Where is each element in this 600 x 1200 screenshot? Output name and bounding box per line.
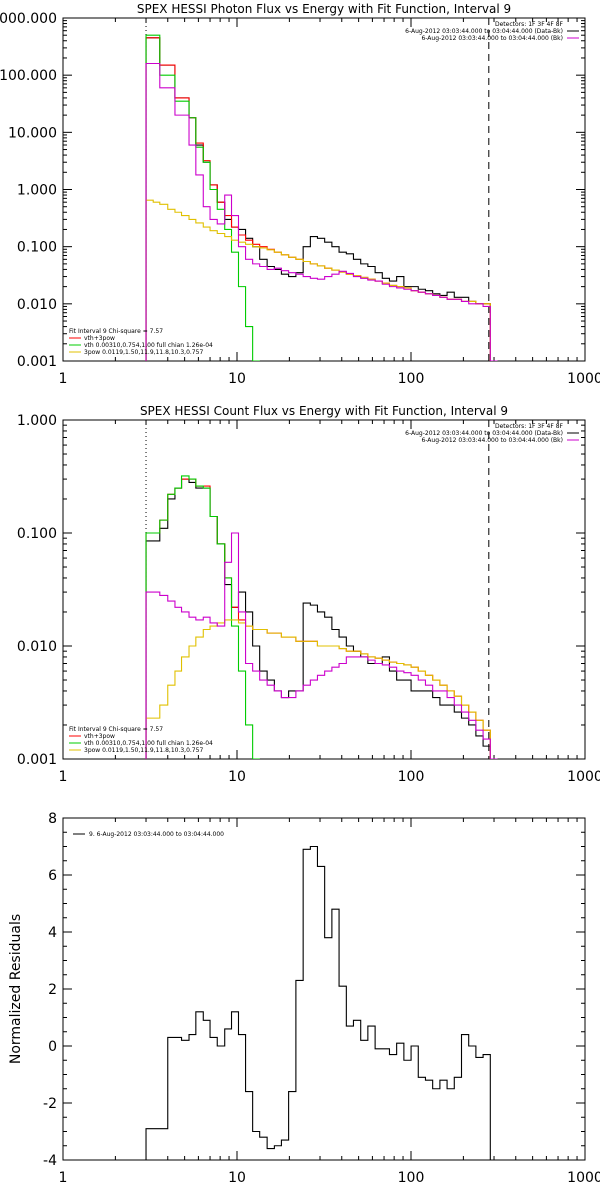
y-tick-label: 0.001 bbox=[17, 354, 57, 370]
chart-title: SPEX HESSI Count Flux vs Energy with Fit… bbox=[140, 404, 508, 418]
legend-entry: 6-Aug-2012 03:03:44.000 to 03:04:44.000 … bbox=[405, 430, 563, 437]
series-line-series-1 bbox=[145, 478, 498, 759]
series-line-vth bbox=[145, 34, 260, 361]
y-tick-label: 0 bbox=[48, 1039, 57, 1055]
plot-frame bbox=[62, 817, 586, 1161]
legend-entry: vth 0.00310,0.754,1.00 full chian 1.26e-… bbox=[84, 342, 213, 349]
x-tick-label: 1000 bbox=[567, 769, 600, 785]
legend-entry: 6-Aug-2012 03:03:44.000 to 03:04:44.000 … bbox=[421, 437, 563, 444]
y-tick-label: 0.010 bbox=[17, 297, 57, 313]
plot-frame bbox=[62, 419, 586, 760]
series-line-vth-3pow bbox=[145, 37, 498, 361]
x-tick-label: 100 bbox=[398, 1170, 425, 1186]
series-line-series-5 bbox=[145, 62, 498, 361]
y-tick-label: 1000.000 bbox=[0, 11, 57, 27]
plot-panel-3: 1 10 100 1000 -4 -2 0 2 4 6 8 Normalized Residuals 9… bbox=[8, 811, 600, 1186]
legend-entry: 6-Aug-2012 03:03:44.000 to 03:04:44.000 … bbox=[421, 35, 563, 42]
x-tick-label: 1 bbox=[59, 769, 68, 785]
legend-entry: Fit Interval 9 Chi-square = 7.57 bbox=[69, 726, 163, 733]
y-tick-label: 10.000 bbox=[8, 125, 57, 141]
y-tick-label: 1.000 bbox=[17, 413, 57, 429]
y-tick-label: 2 bbox=[48, 982, 57, 998]
y-tick-label: 4 bbox=[48, 925, 57, 941]
y-tick-label: 6 bbox=[48, 868, 57, 884]
plot-panel-2: SPEX HESSI Count Flux vs Energy with Fit… bbox=[17, 404, 600, 785]
legend-entry: vth+3pow bbox=[84, 335, 115, 342]
x-tick-label: 10 bbox=[228, 371, 246, 387]
x-tick-label: 100 bbox=[398, 371, 425, 387]
x-tick-label: 1000 bbox=[567, 371, 600, 387]
series-line-series-5 bbox=[145, 532, 498, 759]
y-tick-label: 1.000 bbox=[17, 183, 57, 199]
legend-entry: 3pow 0.0119,1.50,11.9,11.8,10.3,0.757 bbox=[84, 747, 203, 754]
y-tick-label: 100.000 bbox=[0, 68, 57, 84]
series-line-vth-3pow bbox=[145, 478, 498, 759]
y-axis-label: Normalized Residuals bbox=[8, 914, 24, 1064]
legend-entry: vth+3pow bbox=[84, 733, 115, 740]
legend-entry: Detectors: 1F 3F 4F 8F bbox=[495, 21, 564, 28]
plot-frame bbox=[62, 17, 586, 362]
legend-entry: 6-Aug-2012 03:03:44.000 to 03:04:44.000 … bbox=[405, 28, 563, 35]
x-tick-label: 100 bbox=[398, 769, 425, 785]
series-line-3pow bbox=[145, 199, 498, 361]
x-tick-label: 1000 bbox=[567, 1170, 600, 1186]
x-tick-label: 1 bbox=[59, 1170, 68, 1186]
x-tick-label: 10 bbox=[228, 1170, 246, 1186]
x-tick-label: 1 bbox=[59, 371, 68, 387]
legend-entry: 3pow 0.0119,1.50,11.9,11.8,10.3,0.757 bbox=[84, 349, 203, 356]
y-tick-label: 8 bbox=[48, 811, 57, 827]
legend-entry: Detectors: 1F 3F 4F 8F bbox=[495, 423, 564, 430]
y-tick-label: -4 bbox=[43, 1153, 57, 1169]
legend-entry: 9. 6-Aug-2012 03:03:44.000 to 03:04:44.0… bbox=[89, 831, 224, 838]
x-tick-label: 10 bbox=[228, 769, 246, 785]
chart-title: SPEX HESSI Photon Flux vs Energy with Fi… bbox=[137, 2, 511, 16]
legend-entry: Fit Interval 9 Chi-square = 7.57 bbox=[69, 328, 163, 335]
series-line-series-1 bbox=[145, 37, 498, 361]
plot-panel-1: SPEX HESSI Photon Flux vs Energy with Fi… bbox=[0, 2, 600, 387]
y-tick-label: 0.100 bbox=[17, 240, 57, 256]
y-tick-label: 0.001 bbox=[17, 752, 57, 768]
series-line-series-1 bbox=[145, 845, 498, 1160]
y-tick-label: -2 bbox=[43, 1096, 57, 1112]
legend-entry: vth 0.00310,0.754,1.00 full chian 1.26e-… bbox=[84, 740, 213, 747]
y-tick-label: 0.100 bbox=[17, 526, 57, 542]
series-line-vth bbox=[145, 475, 260, 759]
series-line-3pow bbox=[145, 619, 498, 759]
y-tick-label: 0.010 bbox=[17, 639, 57, 655]
